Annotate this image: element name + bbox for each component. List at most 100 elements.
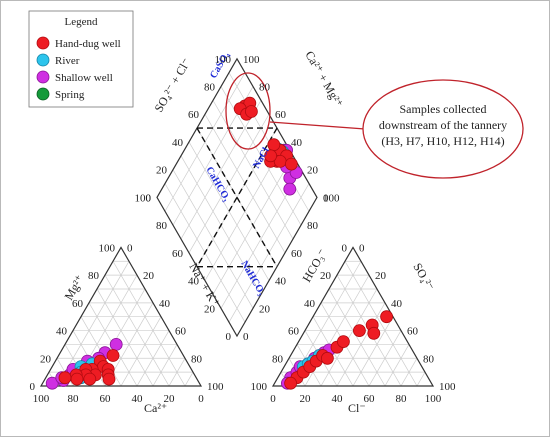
- right-triangle-left-tick: 80: [272, 353, 284, 365]
- diamond-gridline: [180, 100, 262, 240]
- point-hand-dug-well-cation: [106, 349, 120, 362]
- callout-line-3: (H3, H7, H10, H12, H14): [381, 134, 504, 148]
- diamond-left-tick: 80: [156, 220, 168, 232]
- left-triangle-bottom-tick: 40: [132, 393, 144, 405]
- diamond-upper-right-tick: 0: [323, 192, 329, 204]
- diamond-right-tick: 80: [307, 220, 319, 232]
- point-hand-dug-well-diamond: [267, 138, 281, 152]
- point-hand-dug-well-anion: [367, 326, 381, 340]
- left-triangle-gridline: [152, 344, 178, 387]
- right-triangle-left-tick: 0: [342, 242, 348, 254]
- legend-marker-spring: [36, 87, 50, 101]
- diamond-left-tick: 0: [226, 331, 232, 343]
- legend-label-river: River: [55, 55, 80, 67]
- left-triangle-right-tick: 60: [175, 326, 187, 338]
- left-triangle-left-tick: 80: [88, 270, 100, 282]
- callout-line-2: downstream of the tannery: [379, 118, 507, 132]
- legend-label-hand-dug-well: Hand-dug well: [55, 38, 121, 50]
- right-triangle-right-tick: 60: [407, 326, 419, 338]
- left-triangle-gridline: [112, 261, 186, 387]
- right-triangle-right-tick: 80: [423, 353, 435, 365]
- tannery-callout: Samples collected downstream of the tann…: [225, 72, 524, 179]
- right-triangle-left-tick: 20: [320, 270, 332, 282]
- right-triangle-gridline: [320, 288, 378, 387]
- left-triangle-right-tick: 80: [191, 353, 203, 365]
- right-triangle-right-label: SO₄²⁻: [410, 261, 437, 294]
- right-triangle-right-tick: 0: [359, 242, 365, 254]
- left-triangle-right-tick: 20: [143, 270, 155, 282]
- right-triangle-bottom-tick: 80: [396, 393, 408, 405]
- point-shallow-well-cation: [45, 376, 59, 390]
- left-triangle-left-tick: 0: [30, 381, 36, 393]
- right-triangle-gridline: [344, 261, 418, 387]
- diamond-upper-left-tick: 100: [215, 54, 232, 66]
- point-hand-dug-well-cation: [58, 371, 72, 385]
- right-triangle-bottom-tick: 40: [332, 393, 344, 405]
- point-hand-dug-well-anion: [336, 335, 350, 349]
- point-hand-dug-well-diamond: [244, 105, 258, 118]
- callout-connector-line: [269, 121, 366, 130]
- right-triangle-left-tick: 100: [251, 381, 268, 393]
- diamond-right-tick: 20: [259, 303, 271, 315]
- point-hand-dug-well-cation: [102, 372, 116, 386]
- diamond-gridline: [164, 72, 246, 212]
- right-triangle-bottom-tick: 100: [425, 393, 442, 405]
- right-triangle-bottom-tick: 0: [270, 393, 276, 405]
- diamond-upper-left-tick: 20: [156, 165, 168, 177]
- left-triangle-bottom-tick: 100: [33, 393, 50, 405]
- left-triangle-outline: [39, 246, 203, 387]
- point-hand-dug-well-diamond: [284, 157, 298, 171]
- left-triangle-bottom-tick: 20: [164, 393, 176, 405]
- diamond-left-tick: 20: [204, 303, 216, 315]
- point-hand-dug-well-anion: [320, 351, 334, 365]
- diamond-right-tick: 60: [291, 248, 303, 260]
- facies-divider: [196, 127, 278, 268]
- diamond-outline: [156, 57, 318, 338]
- left-triangle-right-tick: 40: [159, 298, 171, 310]
- diamond-left-tick: 100: [135, 192, 152, 204]
- right-triangle-gridline: [384, 344, 410, 387]
- left-triangle-left-tick: 100: [99, 242, 116, 254]
- diamond-right-tick: 0: [243, 331, 249, 343]
- diamond-upper-right-label: Ca²⁺ + Mg²⁺: [302, 49, 345, 110]
- diamond-right-tick: 100: [323, 192, 340, 204]
- point-shallow-well-cation: [109, 337, 123, 351]
- diamond-upper-right-tick: 40: [291, 137, 303, 149]
- right-triangle-gridline: [416, 371, 426, 387]
- right-triangle-right-tick: 100: [439, 381, 456, 393]
- point-hand-dug-well-anion: [284, 376, 298, 390]
- left-triangle-left-tick: 40: [56, 326, 68, 338]
- right-triangle-gridline: [352, 316, 394, 387]
- legend-title: Legend: [65, 16, 98, 28]
- left-triangle-bottom-tick: 0: [198, 393, 204, 405]
- point-hand-dug-well-diamond: [264, 149, 278, 163]
- right-triangle-right-tick: 20: [375, 270, 387, 282]
- callout-ellipse-large: [362, 79, 524, 179]
- right-triangle-bottom-tick: 20: [300, 393, 312, 405]
- left-triangle-bottom-tick: 80: [68, 393, 80, 405]
- diamond-upper-right-tick: 20: [307, 165, 319, 177]
- diamond-upper-right-tick: 100: [243, 54, 260, 66]
- diamond-left-tick: 40: [188, 276, 200, 288]
- diamond-upper-left-label: SO₄²⁻ + Cl⁻: [151, 56, 193, 115]
- left-triangle-left-tick: 60: [72, 298, 84, 310]
- left-triangle-right-tick: 0: [127, 242, 133, 254]
- field-label-nahco3: NaHCO₃: [238, 259, 267, 297]
- right-triangle-gridline: [328, 288, 386, 387]
- left-triangle-gridline: [104, 274, 170, 387]
- legend-label-shallow-well: Shallow well: [55, 72, 113, 84]
- callout-line-1: Samples collected: [400, 102, 487, 116]
- point-layer: [45, 96, 394, 390]
- point-hand-dug-well-cation: [83, 372, 97, 386]
- legend-label-spring: Spring: [55, 89, 85, 101]
- diamond-upper-left-tick: 0: [146, 192, 152, 204]
- legend-marker-hand-dug-well: [36, 36, 50, 50]
- left-triangle-gridline: [184, 371, 194, 387]
- field-label-cahco3: CaHCO₃: [203, 165, 232, 203]
- left-triangle-gridline: [96, 288, 154, 387]
- outline-layer: [39, 57, 435, 387]
- right-triangle-left-tick: 60: [288, 326, 300, 338]
